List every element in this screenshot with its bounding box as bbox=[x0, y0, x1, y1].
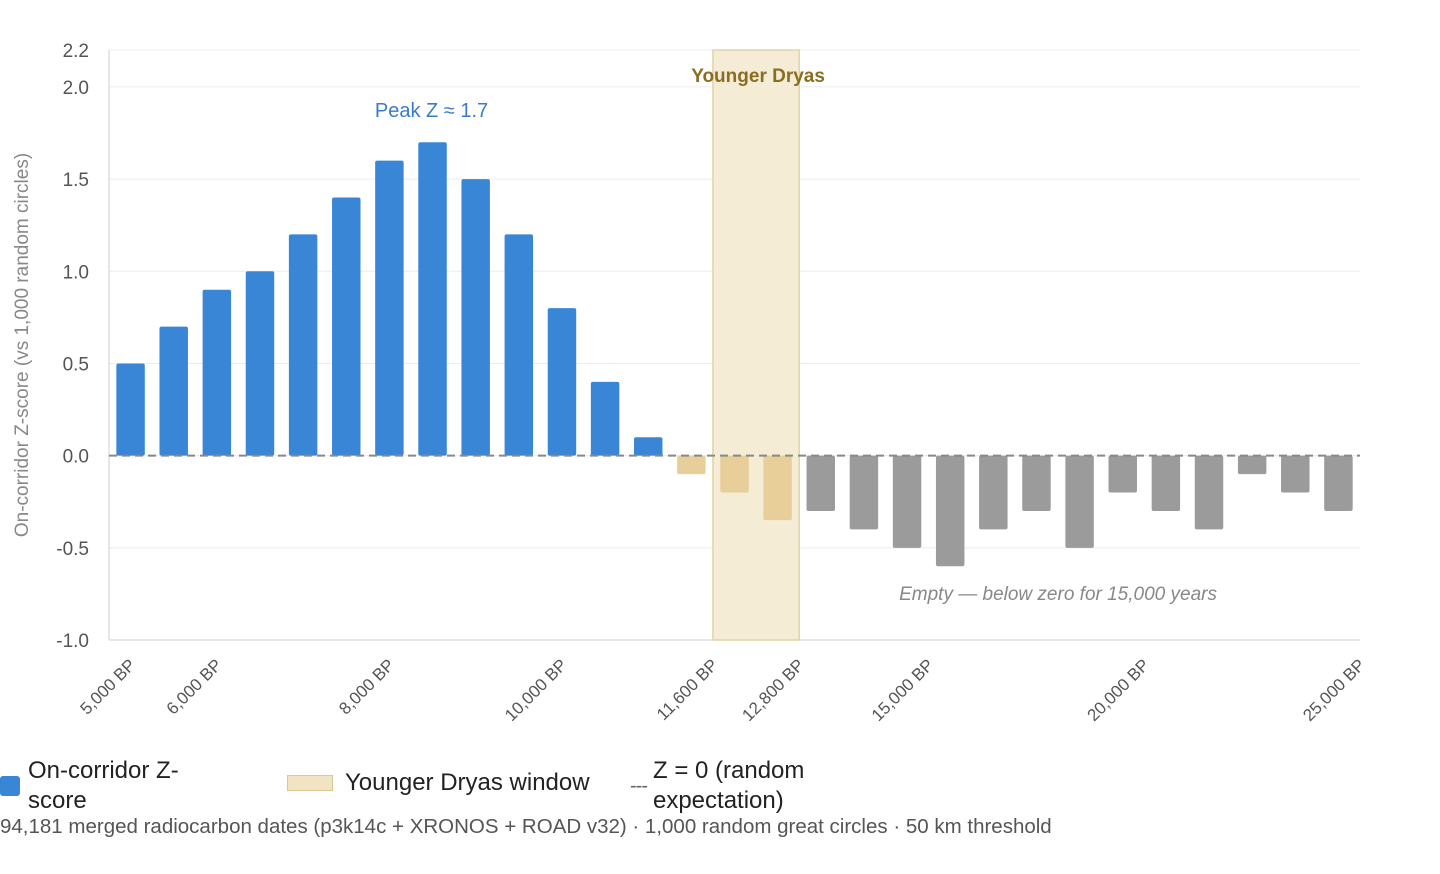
y-tick-label: 1.5 bbox=[63, 170, 89, 191]
bar-14 bbox=[720, 455, 749, 493]
x-tick-label: 12,800 BP bbox=[738, 655, 808, 725]
y-axis-ticks: 2.2 2.0 1.5 1.0 0.5 0.0 -0.5 -1.0 bbox=[56, 41, 89, 652]
bar-21 bbox=[1022, 455, 1051, 511]
legend-item-zero: --- Z = 0 (random expectation) bbox=[630, 756, 870, 816]
bar-10 bbox=[547, 308, 577, 456]
y-tick-label: 0.0 bbox=[63, 447, 89, 468]
y-tick-label: 2.2 bbox=[63, 41, 89, 62]
bar-1 bbox=[159, 326, 188, 456]
legend-label-zscore: On-corridor Z-score bbox=[28, 757, 179, 814]
y-tick-label: -0.5 bbox=[56, 539, 89, 560]
bar-3 bbox=[245, 271, 275, 456]
dashed-line-icon: --- bbox=[630, 775, 648, 797]
empty-annotation: Empty — below zero for 15,000 years bbox=[899, 584, 1217, 605]
legend-item-younger-dryas: Younger Dryas window bbox=[287, 768, 590, 798]
legend-label-younger-dryas: Younger Dryas window bbox=[345, 769, 590, 796]
bar-27 bbox=[1281, 455, 1310, 493]
bar-23 bbox=[1108, 455, 1137, 493]
bar-19 bbox=[935, 455, 965, 567]
x-tick-label: 25,000 BP bbox=[1299, 655, 1369, 725]
bar-17 bbox=[849, 455, 879, 530]
y-axis-label: On-corridor Z-score (vs 1,000 random cir… bbox=[12, 153, 33, 537]
x-tick-label: 20,000 BP bbox=[1084, 655, 1154, 725]
bar-16 bbox=[806, 455, 836, 511]
x-tick-label: 10,000 BP bbox=[501, 655, 571, 725]
younger-dryas-band: Younger Dryas bbox=[691, 49, 825, 641]
bar-5 bbox=[332, 197, 361, 456]
bar-2 bbox=[202, 289, 232, 456]
bar-22 bbox=[1065, 455, 1094, 548]
blue-square-icon bbox=[0, 776, 20, 796]
bar-series bbox=[116, 142, 1353, 567]
x-axis-ticks: 5,000 BP 6,000 BP 8,000 BP 10,000 BP 11,600 … bbox=[76, 655, 1368, 725]
bar-11 bbox=[590, 381, 620, 456]
bar-15 bbox=[763, 455, 792, 521]
younger-dryas-window bbox=[712, 49, 800, 641]
x-tick-label: 11,600 BP bbox=[653, 655, 722, 724]
younger-dryas-label: Younger Dryas bbox=[691, 66, 825, 87]
chart-caption: 94,181 merged radiocarbon dates (p3k14c … bbox=[0, 815, 1052, 838]
bar-7 bbox=[418, 142, 447, 456]
bar-9 bbox=[504, 234, 534, 456]
x-tick-label: 5,000 BP bbox=[76, 655, 139, 718]
bar-4 bbox=[288, 234, 318, 456]
chart-legend: On-corridor Z-score Younger Dryas window… bbox=[0, 756, 1440, 816]
bar-20 bbox=[979, 455, 1008, 530]
y-tick-label: 0.5 bbox=[63, 354, 89, 375]
bar-12 bbox=[633, 437, 663, 456]
y-tick-label: 1.0 bbox=[63, 262, 89, 283]
bar-25 bbox=[1194, 455, 1224, 530]
legend-item-zscore: On-corridor Z-score bbox=[0, 756, 230, 816]
bar-18 bbox=[892, 455, 922, 548]
annotations: Peak Z ≈ 1.7 Empty — below zero for 15,00… bbox=[375, 100, 1218, 605]
y-tick-label: -1.0 bbox=[56, 631, 89, 652]
bar-0 bbox=[116, 363, 145, 456]
peak-annotation: Peak Z ≈ 1.7 bbox=[375, 100, 488, 122]
bar-26 bbox=[1237, 455, 1267, 475]
x-tick-label: 8,000 BP bbox=[335, 655, 398, 718]
bar-6 bbox=[375, 160, 404, 456]
bar-8 bbox=[461, 179, 490, 456]
bar-13 bbox=[677, 455, 706, 475]
bar-24 bbox=[1151, 455, 1181, 511]
legend-label-zero: Z = 0 (random expectation) bbox=[652, 757, 805, 814]
zscore-bar-chart: Younger Dryas 2.2 2.0 1.5 1.0 0.5 0.0 -0.5 -1.0… bbox=[12, 41, 1369, 725]
tan-box-icon bbox=[287, 775, 333, 791]
y-tick-label: 2.0 bbox=[63, 78, 89, 99]
x-tick-label: 6,000 BP bbox=[163, 655, 226, 718]
x-tick-label: 15,000 BP bbox=[868, 655, 938, 725]
bar-28 bbox=[1324, 455, 1353, 511]
